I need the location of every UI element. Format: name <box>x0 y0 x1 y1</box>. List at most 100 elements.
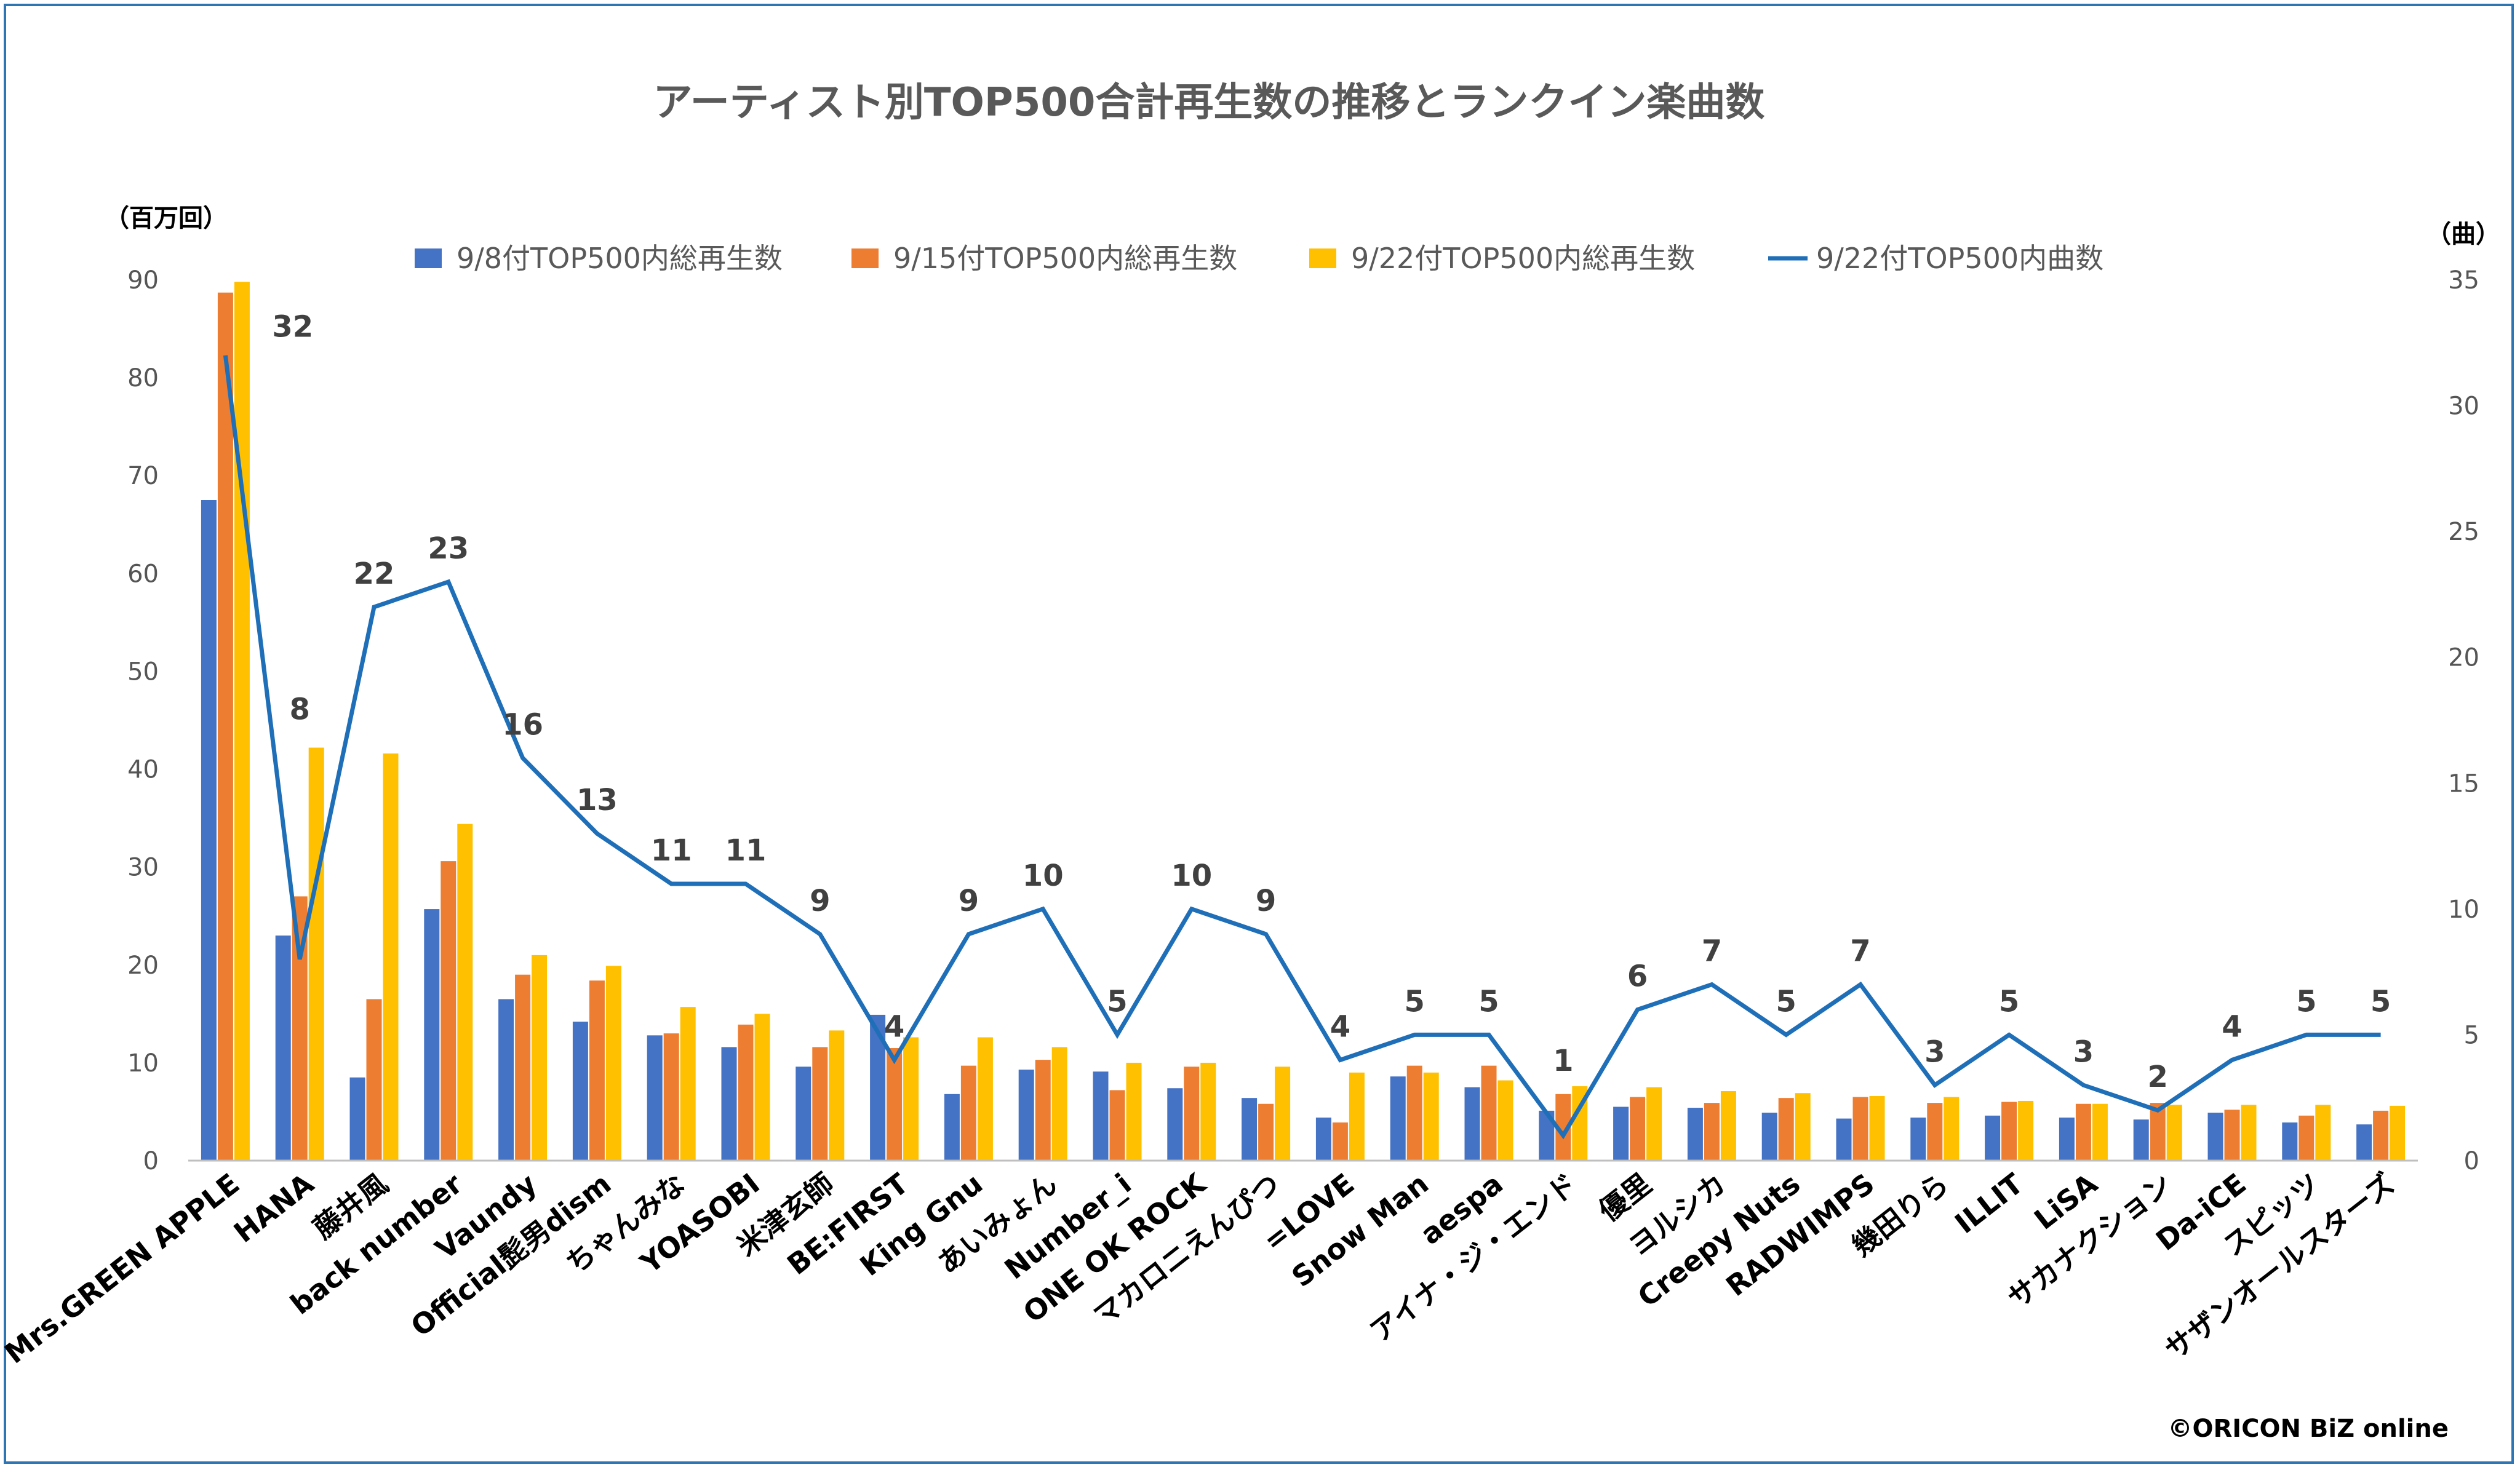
category-label: HANA <box>228 1167 320 1249</box>
bar-series-2 <box>366 999 382 1161</box>
bar-series-1 <box>275 936 291 1161</box>
line-data-label: 5 <box>1776 984 1796 1019</box>
left-axis-tick: 80 <box>127 364 159 392</box>
plot-area: 0102030405060708090051015202530353282223… <box>0 266 2479 1370</box>
bar-series-3 <box>1869 1095 1885 1161</box>
bar-series-1 <box>2207 1113 2223 1161</box>
right-axis-tick: 30 <box>2448 392 2479 421</box>
bar-series-2 <box>217 292 233 1161</box>
line-data-label: 10 <box>1023 859 1064 893</box>
bar-series-1 <box>1985 1115 2001 1161</box>
left-axis-tick: 90 <box>127 266 159 295</box>
right-axis-unit: （曲） <box>2426 220 2500 248</box>
bar-series-1 <box>424 909 440 1161</box>
bar-series-1 <box>1315 1117 1331 1161</box>
credit-text: ©ORICON BiZ online <box>2167 1415 2449 1443</box>
bar-series-3 <box>234 282 250 1161</box>
bar-series-3 <box>1497 1080 1513 1161</box>
bar-series-1 <box>870 1014 886 1161</box>
line-data-label: 32 <box>272 310 313 344</box>
line-data-label: 5 <box>1404 984 1424 1019</box>
legend-label-line: 9/22付TOP500内曲数 <box>1816 242 2103 275</box>
bar-series-2 <box>1852 1097 1868 1161</box>
bar-series-3 <box>1795 1093 1811 1161</box>
bar-series-2 <box>1481 1065 1497 1161</box>
bar-series-1 <box>1613 1106 1629 1161</box>
bar-series-2 <box>515 974 531 1161</box>
bar-series-2 <box>2075 1103 2091 1161</box>
line-data-label: 1 <box>1553 1044 1573 1078</box>
line-data-label: 7 <box>1850 934 1870 969</box>
bar-series-3 <box>1720 1091 1736 1161</box>
left-axis-tick: 60 <box>127 560 159 588</box>
bar-series-3 <box>2018 1100 2034 1161</box>
line-data-label: 8 <box>289 693 309 727</box>
line-data-label: 3 <box>2073 1035 2094 1069</box>
bar-series-2 <box>2001 1102 2017 1161</box>
line-data-label: 5 <box>2296 984 2316 1019</box>
bar-series-1 <box>1093 1071 1109 1161</box>
bar-series-2 <box>1927 1103 1943 1161</box>
bar-series-3 <box>903 1037 919 1161</box>
chart-title: アーティスト別TOP500合計再生数の推移とランクイン楽曲数 <box>653 80 1765 125</box>
bar-series-2 <box>1109 1090 1125 1161</box>
right-axis-tick: 15 <box>2448 769 2479 798</box>
bar-series-1 <box>1242 1098 1258 1161</box>
bar-series-2 <box>1258 1103 1274 1161</box>
bar-series-1 <box>1167 1088 1183 1161</box>
bar-series-2 <box>441 861 457 1161</box>
bar-series-3 <box>754 1014 770 1161</box>
left-axis-tick: 30 <box>127 854 159 882</box>
bar-series-2 <box>1778 1098 1794 1161</box>
bar-series-3 <box>2166 1105 2182 1161</box>
bar-series-3 <box>1126 1062 1142 1161</box>
bar-series-1 <box>1390 1076 1406 1161</box>
bar-series-3 <box>1200 1062 1216 1161</box>
bar-series-2 <box>1332 1122 1348 1161</box>
bar-series-2 <box>1630 1097 1646 1161</box>
line-data-label: 11 <box>651 833 692 868</box>
bar-series-2 <box>1704 1103 1720 1161</box>
line-data-label: 5 <box>2370 984 2391 1019</box>
legend-label-s2: 9/15付TOP500内総再生数 <box>893 242 1237 275</box>
right-axis-tick: 5 <box>2464 1021 2479 1049</box>
bar-series-2 <box>812 1047 828 1161</box>
left-axis-tick: 20 <box>127 952 159 980</box>
left-axis-tick: 40 <box>127 756 159 784</box>
bar-series-1 <box>2282 1122 2298 1161</box>
category-label: ILLIT <box>1948 1167 2030 1240</box>
bar-series-3 <box>2241 1105 2257 1161</box>
line-data-label: 11 <box>725 833 767 868</box>
bar-series-3 <box>605 966 621 1161</box>
line-data-label: 5 <box>1107 984 1127 1019</box>
line-data-label: 4 <box>2222 1009 2242 1044</box>
bar-series-3 <box>532 955 548 1161</box>
bar-series-3 <box>1051 1047 1067 1161</box>
line-data-label: 9 <box>1256 884 1276 918</box>
left-axis-tick: 50 <box>127 658 159 686</box>
line-series-song-count <box>223 355 2381 1140</box>
bar-series-3 <box>829 1030 845 1161</box>
bar-series-2 <box>2299 1115 2315 1161</box>
line-data-label: 22 <box>354 557 395 591</box>
bar-series-2 <box>1406 1065 1422 1161</box>
right-axis-tick: 0 <box>2464 1147 2479 1175</box>
bar-series-3 <box>383 753 399 1161</box>
line-data-label: 10 <box>1171 859 1212 893</box>
bar-series-3 <box>977 1037 993 1161</box>
right-axis-tick: 35 <box>2448 266 2479 295</box>
line-data-label: 7 <box>1702 934 1722 969</box>
bar-series-3 <box>308 747 324 1161</box>
bar-series-3 <box>2390 1105 2406 1161</box>
right-axis-tick: 25 <box>2448 518 2479 546</box>
legend: 9/8付TOP500内総再生数 9/15付TOP500内総再生数 9/22付TO… <box>415 242 2103 275</box>
category-label: Mrs.GREEN APPLE <box>0 1167 245 1370</box>
bar-series-3 <box>1646 1087 1662 1161</box>
bar-series-3 <box>1944 1097 1960 1161</box>
legend-swatch-s1 <box>415 248 442 268</box>
bar-series-1 <box>349 1077 365 1161</box>
bar-series-3 <box>457 824 473 1161</box>
left-axis-tick: 10 <box>127 1049 159 1078</box>
bar-series-2 <box>663 1033 679 1161</box>
